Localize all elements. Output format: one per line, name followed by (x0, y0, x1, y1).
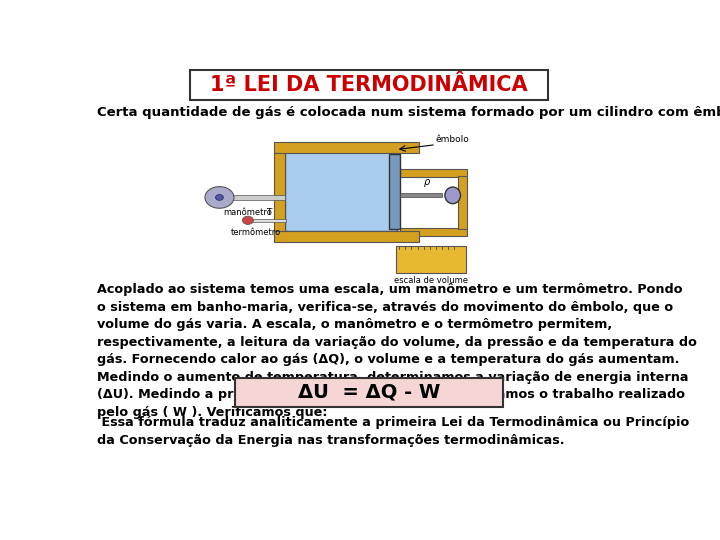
Text: ΔU  = ΔQ - W: ΔU = ΔQ - W (298, 383, 440, 402)
Bar (274, 231, 419, 242)
Text: escala de volume: escala de volume (395, 276, 469, 285)
Bar (400, 228, 467, 236)
Circle shape (205, 187, 234, 208)
Text: êmbolo: êmbolo (436, 135, 469, 144)
Bar (230, 195, 285, 199)
Ellipse shape (445, 187, 461, 204)
Text: 1ª LEI DA TERMODINÂMICA: 1ª LEI DA TERMODINÂMICA (210, 75, 528, 94)
Bar (400, 168, 467, 177)
Circle shape (215, 194, 223, 200)
Text: manômetro: manômetro (222, 208, 271, 217)
Bar (459, 176, 467, 228)
Bar (274, 153, 285, 231)
Text: T: T (266, 208, 271, 217)
Bar (400, 193, 441, 198)
Text: ρ: ρ (423, 177, 430, 187)
Text: Essa fórmula traduz analiticamente a primeira Lei da Termodinâmica ou Princípio
: Essa fórmula traduz analiticamente a pri… (96, 416, 689, 447)
Bar (248, 219, 286, 222)
Text: Acoplado ao sistema temos uma escala, um manômetro e um termômetro. Pondo
o sist: Acoplado ao sistema temos uma escala, um… (96, 283, 696, 418)
Text: termômetro: termômetro (230, 228, 281, 237)
Circle shape (243, 216, 253, 225)
Bar (274, 142, 419, 153)
Text: Certa quantidade de gás é colocada num sistema formado por um cilindro com êmbol: Certa quantidade de gás é colocada num s… (96, 106, 720, 119)
Bar (285, 152, 397, 231)
Bar (389, 154, 400, 230)
FancyBboxPatch shape (190, 70, 548, 100)
FancyBboxPatch shape (235, 379, 503, 407)
Bar (396, 246, 466, 273)
